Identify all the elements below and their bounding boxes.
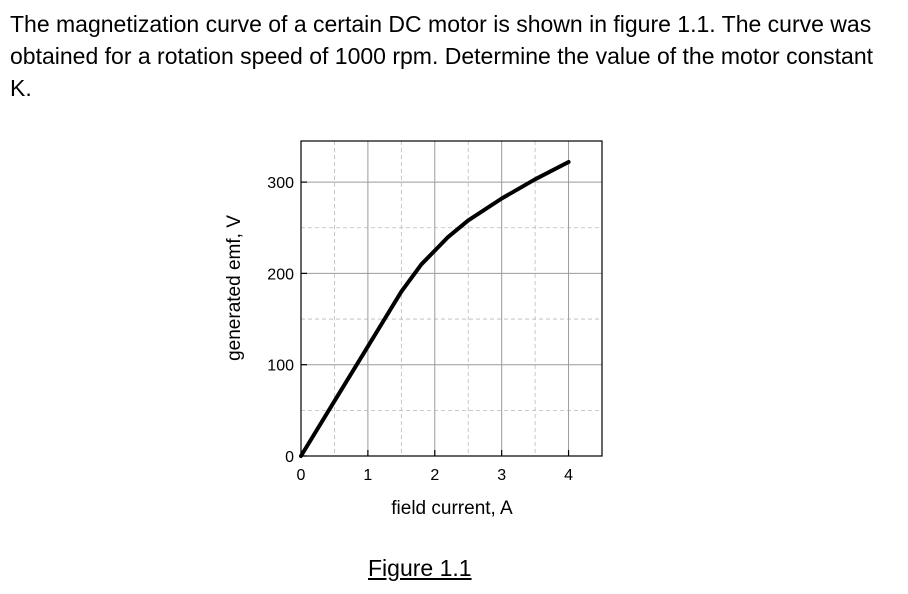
figure-caption: Figure 1.1	[368, 555, 472, 581]
y-tick-label: 200	[267, 266, 294, 283]
x-tick-label: 0	[297, 467, 306, 484]
y-axis-label: generated emf, V	[224, 215, 245, 361]
y-tick-label: 0	[285, 449, 294, 466]
x-tick-label: 4	[564, 467, 573, 484]
plot-frame	[300, 140, 603, 457]
minor-grid	[301, 141, 602, 456]
problem-statement: The magnetization curve of a certain DC …	[10, 11, 874, 101]
x-tick-label: 3	[497, 467, 506, 484]
y-tick-label: 100	[267, 358, 294, 375]
y-tick-label: 300	[267, 175, 294, 192]
x-tick-label: 1	[363, 467, 372, 484]
x-axis-label: field current, A	[391, 498, 513, 519]
tick-labels: 0 1 2 3 4 0 100 200 300	[267, 175, 573, 484]
series-line	[299, 160, 571, 458]
x-tick-label: 2	[430, 467, 439, 484]
axis-ticks	[300, 181, 570, 457]
major-grid	[301, 141, 602, 456]
series-layer	[299, 160, 571, 458]
